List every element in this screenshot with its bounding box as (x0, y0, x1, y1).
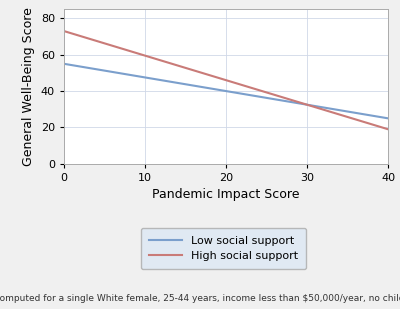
Text: Fit computed for a single White female, 25-44 years, income less than $50,000/ye: Fit computed for a single White female, … (0, 294, 400, 303)
Legend: Low social support, High social support: Low social support, High social support (141, 228, 306, 269)
Y-axis label: General Well-Being Score: General Well-Being Score (22, 7, 35, 166)
X-axis label: Pandemic Impact Score: Pandemic Impact Score (152, 188, 300, 201)
